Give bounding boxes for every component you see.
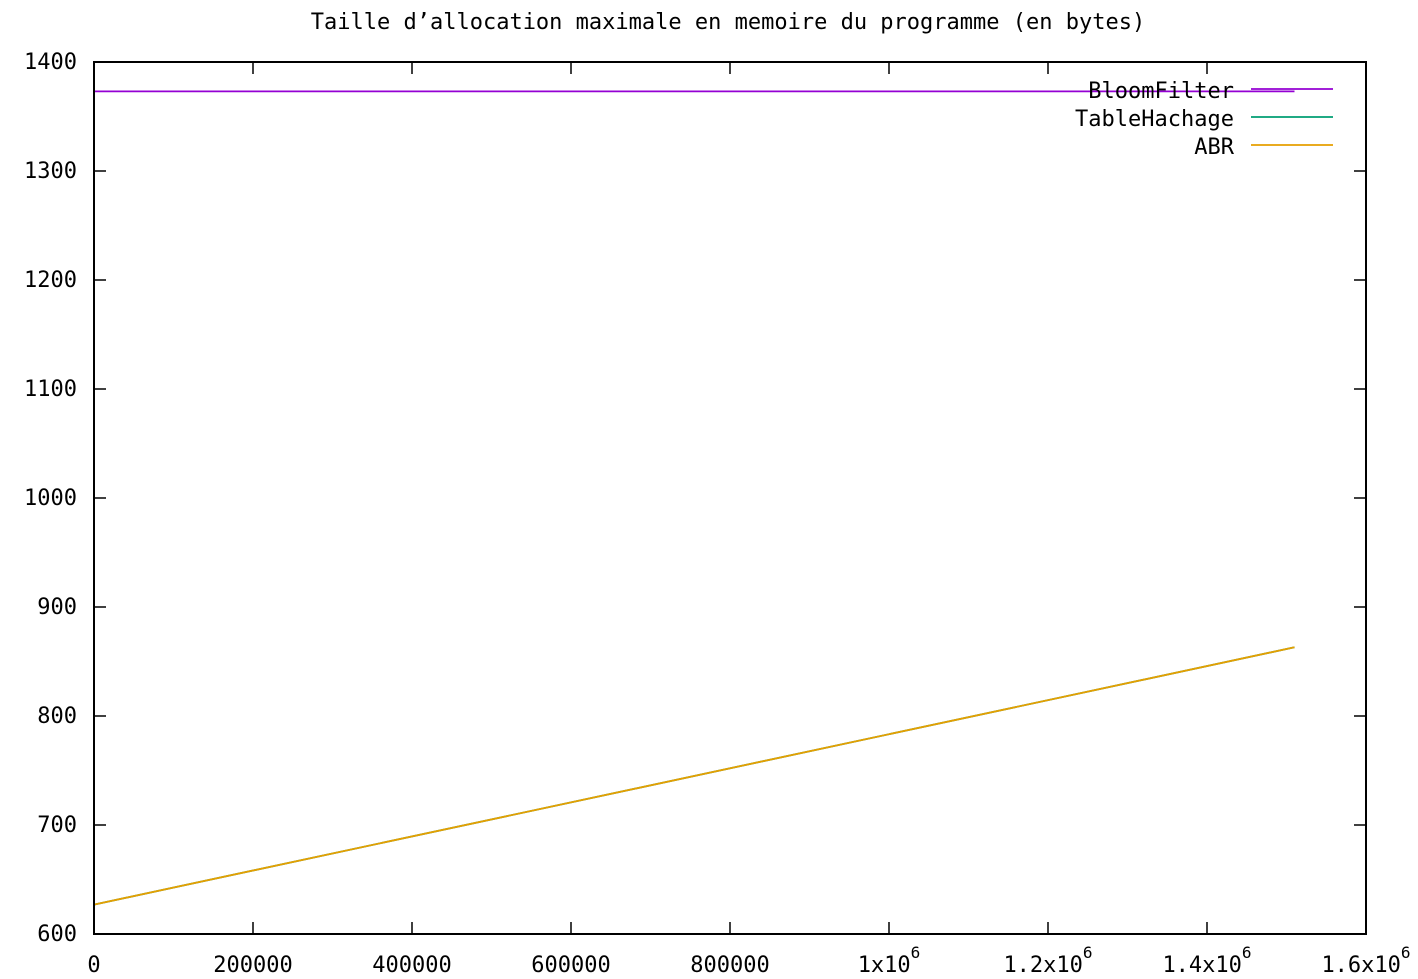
x-tick-label-base: 1.2x10	[1003, 953, 1082, 978]
x-tick-label-exponent: 6	[1083, 943, 1093, 962]
x-tick-label: 600000	[531, 953, 610, 978]
legend: BloomFilter TableHachage ABR	[1075, 79, 1333, 160]
x-tick-label: 800000	[690, 953, 769, 978]
y-tick-label: 1200	[24, 268, 77, 293]
y-tick-label: 700	[37, 813, 77, 838]
axes: 600 700 800 900 1000 1100 1200 1300 1400 0 200000 4…	[24, 50, 1411, 978]
chart-title: Taille d’allocation maximale en memoire …	[311, 10, 1145, 35]
y-tick-label: 800	[37, 704, 77, 729]
x-tick-label: 0	[87, 953, 100, 978]
x-tick-label-base: 800000	[690, 953, 769, 978]
legend-label-bloomfilter: BloomFilter	[1088, 79, 1234, 104]
y-tick-label: 1100	[24, 377, 77, 402]
y-tick-label: 900	[37, 595, 77, 620]
series-line-abr	[93, 646, 1295, 906]
x-tick-label-base: 600000	[531, 953, 610, 978]
x-tick-label-base: 1.6x10	[1321, 953, 1400, 978]
x-tick-label: 200000	[213, 953, 292, 978]
y-tick-label: 1300	[24, 159, 77, 184]
x-tick-label-exponent: 6	[1401, 943, 1411, 962]
x-tick-label: 1x106	[858, 943, 921, 978]
x-tick-label: 1.2x106	[1003, 943, 1092, 978]
plot-frame	[93, 61, 1367, 935]
y-tick-label: 1000	[24, 486, 77, 511]
legend-label-abr: ABR	[1194, 135, 1234, 160]
x-tick-label-exponent: 6	[911, 943, 921, 962]
x-tick-label-base: 1.4x10	[1162, 953, 1241, 978]
x-tick-label-base: 0	[87, 953, 100, 978]
x-tick-label-base: 200000	[213, 953, 292, 978]
y-tick-label: 600	[37, 922, 77, 947]
x-tick-label: 400000	[372, 953, 451, 978]
series-lines	[93, 90, 1295, 906]
x-tick-label: 1.4x106	[1162, 943, 1251, 978]
y-tick-label: 1400	[24, 50, 77, 75]
x-tick-label: 1.6x106	[1321, 943, 1410, 978]
x-tick-label-base: 1x10	[858, 953, 911, 978]
x-tick-label-base: 400000	[372, 953, 451, 978]
x-tick-label-exponent: 6	[1242, 943, 1252, 962]
legend-label-tablehachage: TableHachage	[1075, 107, 1234, 132]
